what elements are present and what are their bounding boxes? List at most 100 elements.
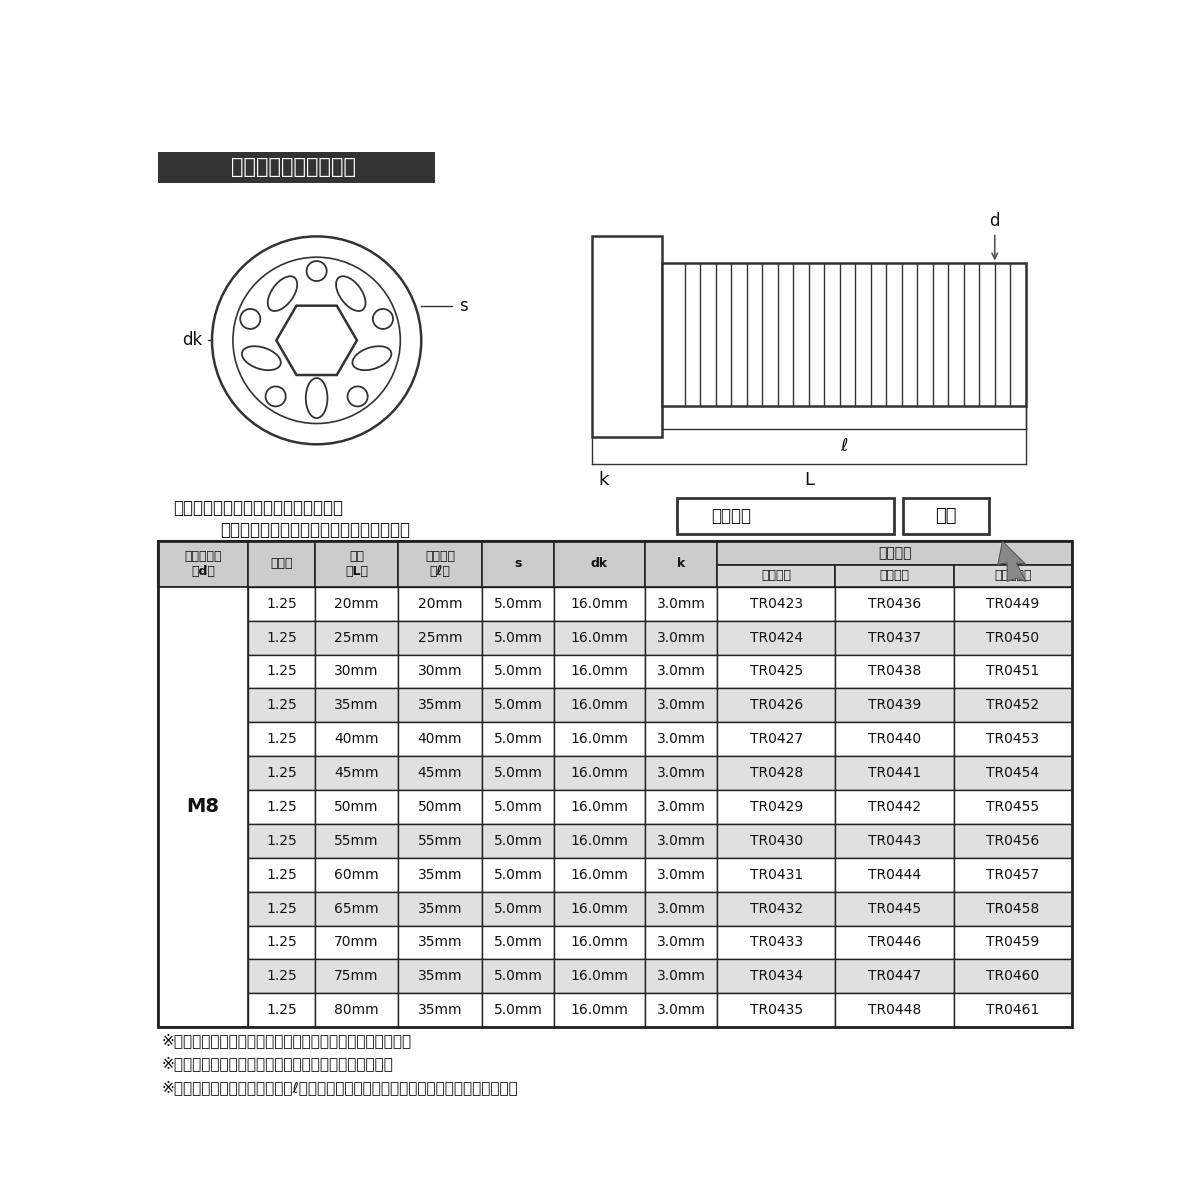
Text: 16.0mm: 16.0mm (571, 901, 629, 916)
Text: TR0448: TR0448 (868, 1003, 922, 1018)
Text: 5.0mm: 5.0mm (493, 936, 542, 949)
Text: L: L (804, 472, 814, 490)
Bar (954, 587, 1073, 620)
Text: ※記載の重量は平均値です。個体により誤差がございます。: ※記載の重量は平均値です。個体により誤差がございます。 (162, 1033, 412, 1049)
Text: 16.0mm: 16.0mm (571, 732, 629, 746)
Bar (835, 790, 954, 824)
Text: TR0424: TR0424 (750, 630, 803, 644)
Text: 45mm: 45mm (335, 766, 379, 780)
Text: 16.0mm: 16.0mm (571, 936, 629, 949)
Text: 16.0mm: 16.0mm (571, 1003, 629, 1018)
Bar (397, 824, 482, 858)
Bar (644, 824, 716, 858)
Text: TR0429: TR0429 (750, 800, 803, 814)
Bar (482, 925, 554, 960)
Text: k: k (677, 557, 685, 570)
Text: 3.0mm: 3.0mm (656, 868, 706, 882)
Text: 1.25: 1.25 (266, 970, 298, 983)
Text: ネジ長さ
（ℓ）: ネジ長さ （ℓ） (425, 550, 455, 577)
Bar (316, 689, 397, 722)
Bar (316, 654, 397, 689)
Bar (397, 790, 482, 824)
Bar (397, 654, 482, 689)
Bar (716, 892, 835, 925)
Text: TR0447: TR0447 (868, 970, 922, 983)
Ellipse shape (306, 378, 328, 418)
Text: TR0435: TR0435 (750, 1003, 803, 1018)
Text: お探しの商品に素早くアクセスできます。: お探しの商品に素早くアクセスできます。 (220, 521, 409, 539)
Bar (397, 925, 482, 960)
Bar (316, 756, 397, 790)
Bar (644, 858, 716, 892)
Bar (835, 994, 954, 1027)
Bar (397, 994, 482, 1027)
Bar (554, 689, 644, 722)
Text: 検索: 検索 (935, 506, 956, 524)
Text: TR0433: TR0433 (750, 936, 803, 949)
Bar (835, 925, 954, 960)
Bar (157, 587, 248, 1027)
Bar (954, 858, 1073, 892)
Bar (644, 654, 716, 689)
Bar (482, 994, 554, 1027)
Text: 5.0mm: 5.0mm (493, 630, 542, 644)
Text: TR0455: TR0455 (986, 800, 1039, 814)
Text: 20mm: 20mm (335, 596, 379, 611)
Text: 5.0mm: 5.0mm (493, 1003, 542, 1018)
Text: ラインアップ＆サイズ: ラインアップ＆サイズ (230, 157, 356, 178)
Bar (554, 925, 644, 960)
Bar (316, 540, 397, 587)
Bar (248, 722, 316, 756)
Text: 1.25: 1.25 (266, 698, 298, 713)
Text: 3.0mm: 3.0mm (656, 596, 706, 611)
Bar (397, 892, 482, 925)
Bar (954, 689, 1073, 722)
Text: TR0454: TR0454 (986, 766, 1039, 780)
Text: 70mm: 70mm (335, 936, 379, 949)
Text: 5.0mm: 5.0mm (493, 698, 542, 713)
Text: 焼きチタン: 焼きチタン (995, 570, 1032, 582)
Text: TR0459: TR0459 (986, 936, 1039, 949)
Text: 3.0mm: 3.0mm (656, 800, 706, 814)
Bar (644, 722, 716, 756)
Bar (904, 498, 989, 534)
Bar (554, 540, 644, 587)
Bar (248, 790, 316, 824)
Bar (157, 151, 436, 182)
Bar (716, 994, 835, 1027)
Bar (482, 540, 554, 587)
Bar (716, 925, 835, 960)
Text: dk: dk (590, 557, 608, 570)
Text: TR0443: TR0443 (868, 834, 922, 848)
Text: ネジの呼び
（d）: ネジの呼び （d） (185, 550, 222, 577)
Text: 16.0mm: 16.0mm (571, 800, 629, 814)
Text: 1.25: 1.25 (266, 732, 298, 746)
Bar (482, 756, 554, 790)
Bar (397, 587, 482, 620)
Bar (316, 824, 397, 858)
Text: 16.0mm: 16.0mm (571, 868, 629, 882)
Bar (716, 689, 835, 722)
Text: 商品番号: 商品番号 (712, 506, 751, 524)
Bar (954, 892, 1073, 925)
Text: ピッチ: ピッチ (270, 557, 293, 570)
Bar (554, 587, 644, 620)
Text: 75mm: 75mm (335, 970, 379, 983)
Bar (954, 790, 1073, 824)
Text: 1.25: 1.25 (266, 766, 298, 780)
Bar (482, 620, 554, 654)
Text: 3.0mm: 3.0mm (656, 630, 706, 644)
Bar (835, 565, 954, 587)
Bar (835, 756, 954, 790)
Text: TR0430: TR0430 (750, 834, 803, 848)
Text: 1.25: 1.25 (266, 596, 298, 611)
Bar (248, 858, 316, 892)
Text: s: s (460, 296, 468, 314)
Bar (716, 824, 835, 858)
Bar (248, 960, 316, 994)
Text: TR0428: TR0428 (750, 766, 803, 780)
Text: 25mm: 25mm (335, 630, 379, 644)
Text: 長さ
（L）: 長さ （L） (346, 550, 368, 577)
Bar (554, 722, 644, 756)
Bar (954, 756, 1073, 790)
